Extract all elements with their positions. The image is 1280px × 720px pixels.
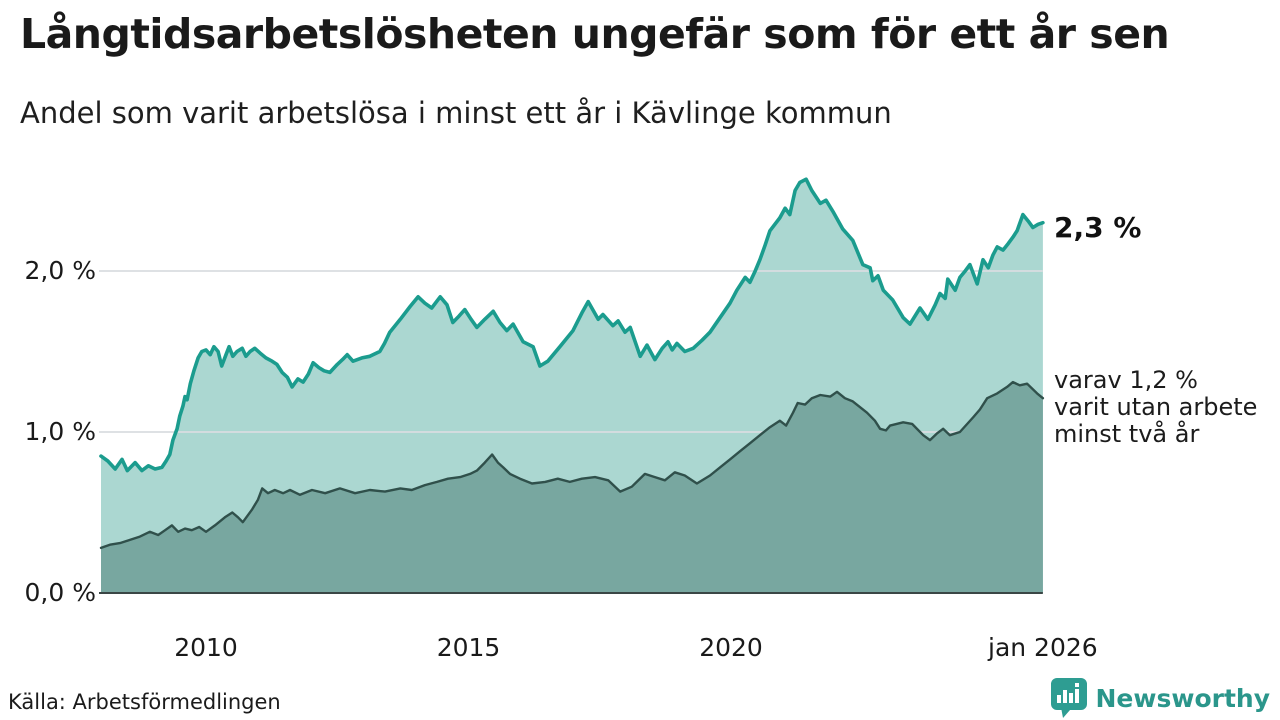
source-caption: Källa: Arbetsförmedlingen bbox=[8, 690, 281, 714]
x-tick-label: 2020 bbox=[699, 633, 763, 662]
area-two-year-fill bbox=[101, 382, 1043, 593]
newsworthy-bubble-chart-icon bbox=[1050, 678, 1087, 718]
annotation-two-year-value: varav 1,2 % varit utan arbete minst två … bbox=[1054, 366, 1258, 448]
x-tick-label: 2010 bbox=[174, 633, 238, 662]
y-tick-label: 1,0 % bbox=[24, 417, 96, 446]
y-tick-label: 0,0 % bbox=[24, 578, 96, 607]
page-subtitle: Andel som varit arbetslösa i minst ett å… bbox=[20, 96, 892, 130]
x-tick-label: 2015 bbox=[436, 633, 501, 662]
newsworthy-wordmark: Newsworthy bbox=[1095, 683, 1271, 713]
line-total bbox=[99, 177, 1045, 473]
x-tick-label: jan 2026 bbox=[988, 633, 1098, 662]
page-title: Långtidsarbetslösheten ungefär som för e… bbox=[20, 10, 1170, 58]
annotation-total-value: 2,3 % bbox=[1054, 211, 1142, 244]
newsworthy-logo[interactable]: Newsworthy bbox=[1050, 676, 1271, 720]
line-two-year bbox=[99, 380, 1045, 550]
y-tick-label: 2,0 % bbox=[24, 256, 96, 285]
